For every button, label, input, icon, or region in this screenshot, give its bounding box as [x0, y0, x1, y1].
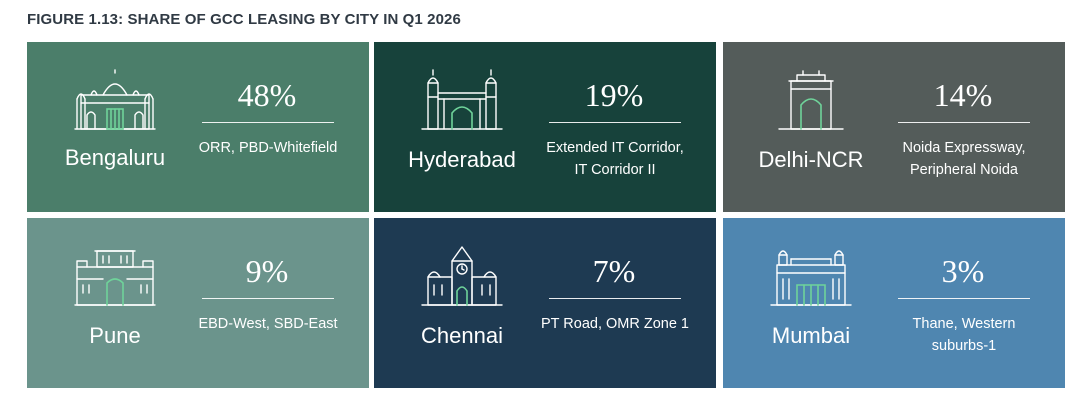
divider	[898, 298, 1030, 299]
micro-markets: Extended IT Corridor, IT Corridor II	[529, 137, 701, 181]
tile-mumbai: Mumbai 3% Thane, Western suburbs-1	[723, 218, 1065, 388]
micro-market-line: EBD-West, SBD-East	[198, 316, 338, 332]
share-value: 7%	[592, 253, 636, 289]
micro-market-line: ORR, PBD-Whitefield	[198, 140, 338, 156]
charminar-icon	[420, 69, 504, 131]
divider	[549, 122, 681, 123]
city-share-grid: Bengaluru 48% ORR, PBD-Whitefield	[27, 42, 1067, 388]
micro-markets: PT Road, OMR Zone 1	[529, 313, 701, 335]
tile-hyderabad: Hyderabad 19% Extended IT Corridor, IT C…	[374, 42, 716, 212]
divider	[202, 298, 334, 299]
divider	[549, 298, 681, 299]
micro-markets: EBD-West, SBD-East	[182, 313, 354, 335]
clock-tower-icon	[420, 245, 504, 307]
city-name: Delhi-NCR	[758, 147, 864, 172]
tile-delhi-ncr: Delhi-NCR 14% Noida Expressway, Peripher…	[723, 42, 1065, 212]
micro-market-line: IT Corridor II	[574, 162, 656, 178]
city-name: Pune	[89, 323, 141, 348]
micro-markets: ORR, PBD-Whitefield	[182, 137, 354, 159]
divider	[202, 122, 334, 123]
share-value: 3%	[941, 253, 985, 289]
fort-icon	[73, 245, 157, 307]
micro-market-line: Thane, Western	[912, 316, 1016, 332]
micro-markets: Thane, Western suburbs-1	[878, 313, 1050, 357]
micro-markets: Noida Expressway, Peripheral Noida	[878, 137, 1050, 181]
tile-pune: Pune 9% EBD-West, SBD-East	[27, 218, 369, 388]
share-value: 48%	[237, 77, 297, 113]
divider	[898, 122, 1030, 123]
micro-market-line: PT Road, OMR Zone 1	[540, 316, 690, 332]
share-value: 14%	[933, 77, 993, 113]
tile-chennai: Chennai 7% PT Road, OMR Zone 1	[374, 218, 716, 388]
city-name: Mumbai	[771, 323, 851, 348]
city-name: Chennai	[421, 323, 503, 348]
figure-title: FIGURE 1.13: SHARE OF GCC LEASING BY CIT…	[27, 11, 461, 28]
palace-icon	[73, 69, 157, 131]
city-name: Bengaluru	[64, 145, 166, 170]
gateway-of-india-icon	[769, 245, 853, 307]
micro-market-line: Noida Expressway,	[902, 140, 1026, 156]
micro-market-line: suburbs-1	[931, 338, 997, 354]
share-value: 9%	[245, 253, 289, 289]
share-value: 19%	[584, 77, 644, 113]
india-gate-icon	[769, 69, 853, 131]
tile-bengaluru: Bengaluru 48% ORR, PBD-Whitefield	[27, 42, 369, 212]
city-name: Hyderabad	[408, 147, 516, 172]
micro-market-line: Peripheral Noida	[909, 162, 1018, 178]
micro-market-line: Extended IT Corridor,	[546, 140, 684, 156]
